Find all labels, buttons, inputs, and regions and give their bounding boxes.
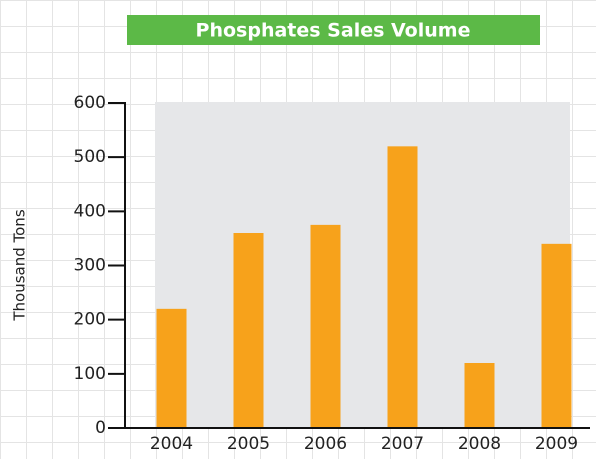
x-tick-label: 2008 — [458, 434, 501, 454]
bar — [464, 363, 495, 428]
x-tick-label: 2009 — [535, 434, 578, 454]
y-tick-label: 600 — [74, 93, 106, 113]
y-tick-label: 100 — [74, 364, 106, 384]
chart-title: Phosphates Sales Volume — [196, 20, 471, 42]
y-tick-label: 0 — [95, 418, 106, 438]
y-tick-label: 200 — [74, 310, 106, 330]
y-tick-label: 500 — [74, 147, 106, 167]
y-axis-label: Thousand Tons — [11, 209, 29, 321]
x-tick-label: 2007 — [381, 434, 424, 454]
x-tick-label: 2005 — [227, 434, 270, 454]
title-box — [127, 15, 540, 45]
x-tick-label: 2006 — [304, 434, 347, 454]
y-tick-label: 400 — [74, 201, 106, 221]
y-tick-label: 300 — [74, 256, 106, 276]
bar — [387, 146, 418, 429]
bar — [541, 243, 572, 428]
bar — [156, 308, 187, 428]
plot-area — [155, 102, 570, 428]
bar — [310, 224, 341, 428]
x-tick-label: 2004 — [150, 434, 193, 454]
bar — [233, 233, 264, 428]
